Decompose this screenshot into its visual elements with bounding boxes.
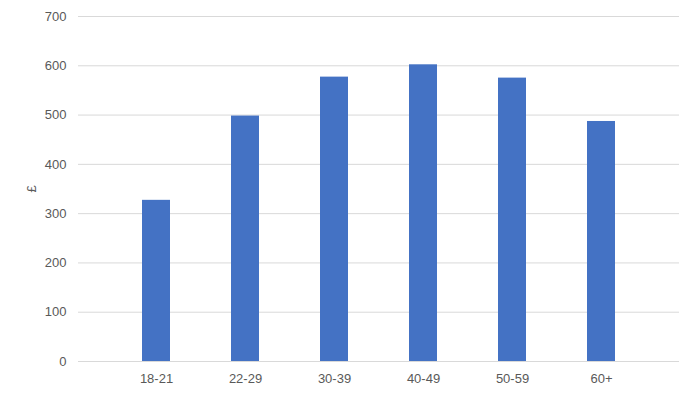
svg-text:400: 400 xyxy=(45,157,67,172)
svg-text:50-59: 50-59 xyxy=(496,371,529,386)
svg-text:22-29: 22-29 xyxy=(229,371,262,386)
svg-text:700: 700 xyxy=(45,9,67,24)
svg-text:0: 0 xyxy=(59,354,66,369)
svg-text:600: 600 xyxy=(45,58,67,73)
svg-text:£: £ xyxy=(24,185,39,193)
svg-text:200: 200 xyxy=(45,255,67,270)
svg-text:40-49: 40-49 xyxy=(407,371,440,386)
svg-text:30-39: 30-39 xyxy=(318,371,351,386)
svg-text:18-21: 18-21 xyxy=(140,371,173,386)
svg-text:500: 500 xyxy=(45,107,67,122)
svg-text:300: 300 xyxy=(45,206,67,221)
svg-text:60+: 60+ xyxy=(590,371,612,386)
svg-text:100: 100 xyxy=(45,304,67,319)
